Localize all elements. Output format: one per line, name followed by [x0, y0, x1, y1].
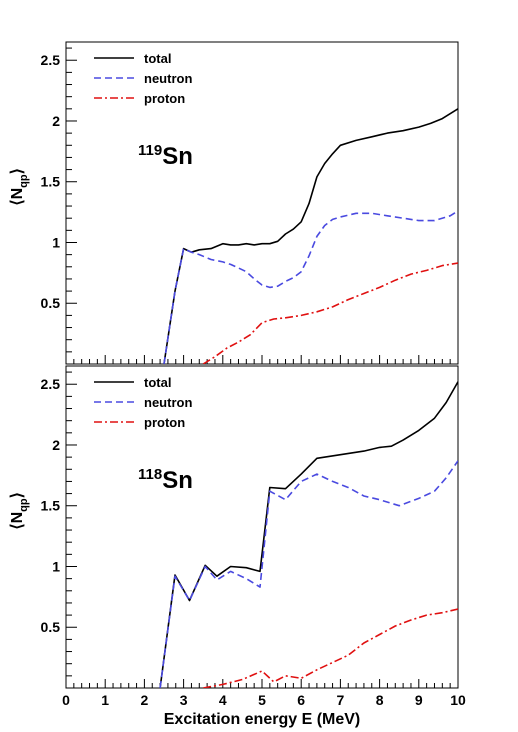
x-tick-label: 10: [450, 692, 466, 708]
y-tick-label: 2: [52, 113, 60, 129]
y-tick-label: 1: [52, 234, 60, 250]
legend-label-proton: proton: [144, 91, 185, 106]
y-tick-label: 0.5: [41, 619, 61, 635]
y-tick-label: 2.5: [41, 52, 61, 68]
series-line-neutron: [159, 460, 458, 688]
series-line-neutron: [163, 210, 458, 364]
series-line-total: [159, 381, 458, 688]
x-tick-label: 2: [141, 692, 149, 708]
nucleus-label: 118Sn: [138, 466, 193, 494]
y-tick-label: 1: [52, 558, 60, 574]
plot-frame: [65, 365, 459, 689]
x-tick-label: 4: [219, 692, 227, 708]
panel-top: 0.5 1 1.5 2 2.5 ⟨Nqp⟩ total neutron proton 119Sn: [9, 41, 459, 365]
x-tick-label: 6: [297, 692, 305, 708]
y-tick-label: 1.5: [41, 174, 61, 190]
x-tick-label: 7: [337, 692, 345, 708]
x-tick-label: 8: [376, 692, 384, 708]
x-axis-title: Excitation energy E (MeV): [164, 711, 361, 728]
y-axis-title-main: ⟨N: [9, 188, 26, 206]
series-line-proton: [203, 608, 458, 688]
x-tick-label: 0: [62, 692, 70, 708]
y-axis-title: ⟨Nqp⟩: [9, 492, 30, 530]
panel-bottom: 0.5 1 1.5 2 2.5 0 1 2 3 4 5 6 7 8 9 10 Excitation energy…: [9, 365, 466, 728]
legend-label-proton: proton: [144, 415, 185, 430]
plot-frame: [65, 41, 459, 365]
legend-label-neutron: neutron: [144, 71, 192, 86]
series-line-proton: [202, 262, 458, 364]
y-axis-title-main: ⟨N: [9, 512, 26, 530]
legend-label-total: total: [144, 51, 171, 66]
nucleus-label: 119Sn: [138, 142, 193, 170]
y-tick-label: 2.5: [41, 376, 61, 392]
y-axis-title-sub: qp: [18, 498, 30, 512]
nucleus-element: Sn: [162, 143, 193, 170]
y-axis-title-close: ⟩: [9, 168, 26, 174]
y-tick-label: 1.5: [41, 498, 61, 514]
nucleus-mass: 119: [138, 142, 162, 159]
x-tick-label: 1: [101, 692, 109, 708]
series-line-total: [163, 108, 458, 364]
y-axis-title: ⟨Nqp⟩: [9, 168, 30, 206]
nucleus-element: Sn: [162, 467, 193, 494]
y-tick-label: 0.5: [41, 295, 61, 311]
legend-label-neutron: neutron: [144, 395, 192, 410]
legend-label-total: total: [144, 375, 171, 390]
y-tick-label: 2: [52, 437, 60, 453]
x-tick-label: 3: [180, 692, 188, 708]
y-axis-title-close: ⟩: [9, 492, 26, 498]
y-axis-title-sub: qp: [18, 174, 30, 188]
x-tick-label: 5: [258, 692, 266, 708]
nucleus-mass: 118: [138, 466, 162, 483]
x-tick-label: 9: [415, 692, 423, 708]
